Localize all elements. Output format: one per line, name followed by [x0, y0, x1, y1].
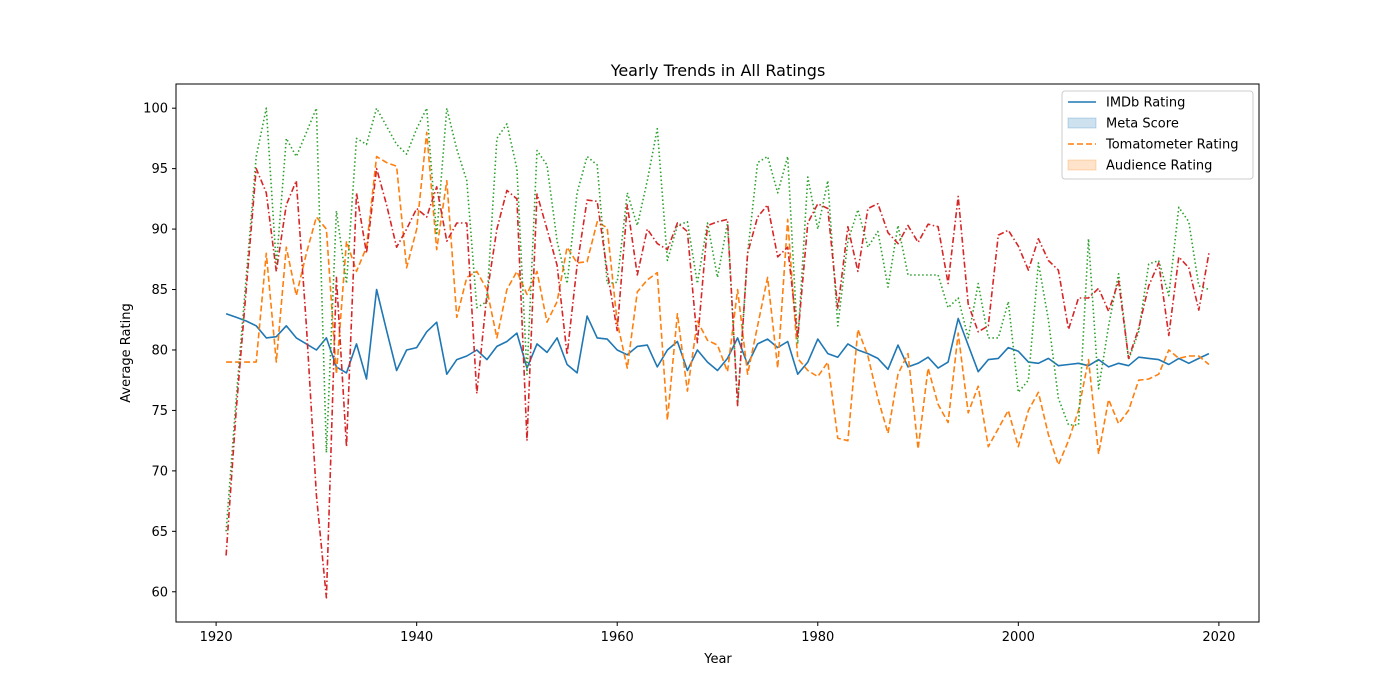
- x-tick-label: 1980: [801, 630, 834, 645]
- y-axis-label: Average Rating: [119, 303, 134, 402]
- legend-label-tomatometer-rating: Tomatometer Rating: [1105, 138, 1239, 153]
- chart-title: Yearly Trends in All Ratings: [610, 61, 826, 80]
- series-line-unlabeled-3: [225, 167, 1210, 599]
- legend-label-imdb-rating: IMDb Rating: [1106, 96, 1185, 111]
- y-tick-label: 100: [143, 102, 168, 117]
- series-line-unlabeled-2: [225, 107, 1210, 532]
- y-tick-label: 85: [151, 283, 168, 298]
- legend-label-audience-rating: Audience Rating: [1106, 159, 1212, 174]
- y-tick-label: 95: [151, 162, 168, 177]
- series-line-imdb-rating: [225, 288, 1210, 380]
- y-tick-label: 90: [151, 223, 168, 238]
- x-axis: 1920 1940 1960 1980 2000 2020: [200, 622, 1235, 645]
- legend-swatch-meta-score: [1067, 117, 1097, 129]
- legend-box: [1061, 90, 1254, 180]
- x-tick-label: 1940: [400, 630, 433, 645]
- plot-area-frame: [175, 83, 1260, 623]
- x-tick-label: 2000: [1002, 630, 1035, 645]
- x-tick-label: 1920: [200, 630, 233, 645]
- legend-swatch-audience-rating: [1067, 159, 1097, 171]
- x-tick-label: 2020: [1202, 630, 1235, 645]
- y-tick-label: 70: [151, 464, 168, 479]
- series-layer: [225, 107, 1210, 599]
- y-tick-label: 65: [151, 525, 168, 540]
- y-tick-label: 60: [151, 585, 168, 600]
- x-tick-label: 1960: [601, 630, 634, 645]
- y-tick-label: 75: [151, 404, 168, 419]
- y-tick-label: 80: [151, 343, 168, 358]
- x-axis-label: Year: [703, 652, 732, 667]
- legend-label-meta-score: Meta Score: [1106, 117, 1179, 132]
- legend: IMDb Rating Meta Score Tomatometer Rating A…: [1061, 90, 1254, 180]
- y-axis: 60 65 70 75 80 85 90 95 100: [143, 102, 176, 600]
